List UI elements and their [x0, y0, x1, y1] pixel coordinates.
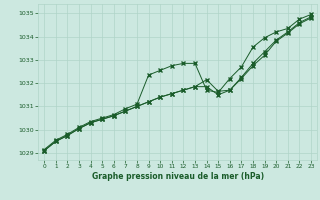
X-axis label: Graphe pression niveau de la mer (hPa): Graphe pression niveau de la mer (hPa)	[92, 172, 264, 181]
